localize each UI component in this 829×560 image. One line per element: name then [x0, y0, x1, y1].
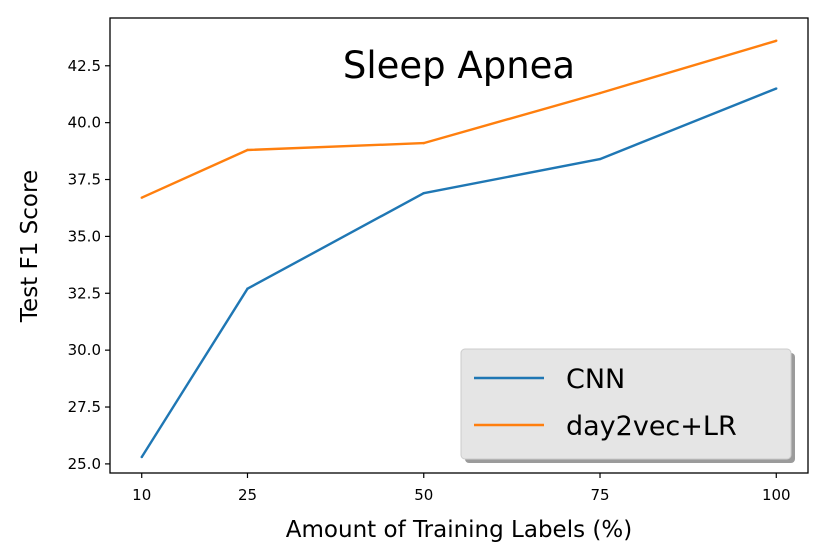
data-point: [140, 455, 143, 459]
x-tick-label: 10: [132, 486, 151, 504]
legend: CNN day2vec+LR: [460, 348, 795, 463]
x-tick-label: 25: [238, 486, 257, 504]
legend-label: day2vec+LR: [566, 411, 737, 442]
data-point: [775, 87, 778, 90]
x-tick-label: 100: [762, 486, 791, 504]
data-point: [598, 91, 602, 95]
y-axis-label: Test F1 Score: [17, 170, 43, 323]
plot-content: [140, 39, 778, 459]
plot-frame: [109, 17, 809, 474]
x-axis: 10 25 50 75 100: [132, 473, 791, 504]
data-point: [140, 196, 143, 199]
y-tick-label: 30.0: [68, 341, 101, 359]
data-point: [598, 157, 602, 161]
y-tick-label: 42.5: [68, 57, 101, 75]
y-tick-label: 37.5: [68, 171, 101, 189]
y-tick-label: 25.0: [68, 455, 101, 473]
y-axis: 25.0 27.5 30.0 32.5 35.0 37.5 40.0 42.5: [68, 57, 110, 473]
x-axis-label: Amount of Training Labels (%): [286, 517, 632, 543]
data-point: [775, 39, 778, 42]
chart-title: Sleep Apnea: [343, 44, 575, 87]
y-tick-label: 27.5: [68, 398, 101, 416]
data-point: [246, 287, 249, 290]
y-tick-label: 32.5: [68, 284, 101, 302]
data-point: [422, 141, 425, 145]
legend-label: CNN: [566, 364, 625, 395]
x-tick-label: 75: [590, 486, 609, 504]
y-tick-label: 35.0: [68, 227, 101, 245]
x-tick-label: 50: [414, 486, 433, 504]
legend-box: [460, 348, 792, 460]
y-tick-label: 40.0: [68, 114, 101, 132]
data-point: [422, 191, 425, 195]
data-point: [246, 148, 249, 152]
